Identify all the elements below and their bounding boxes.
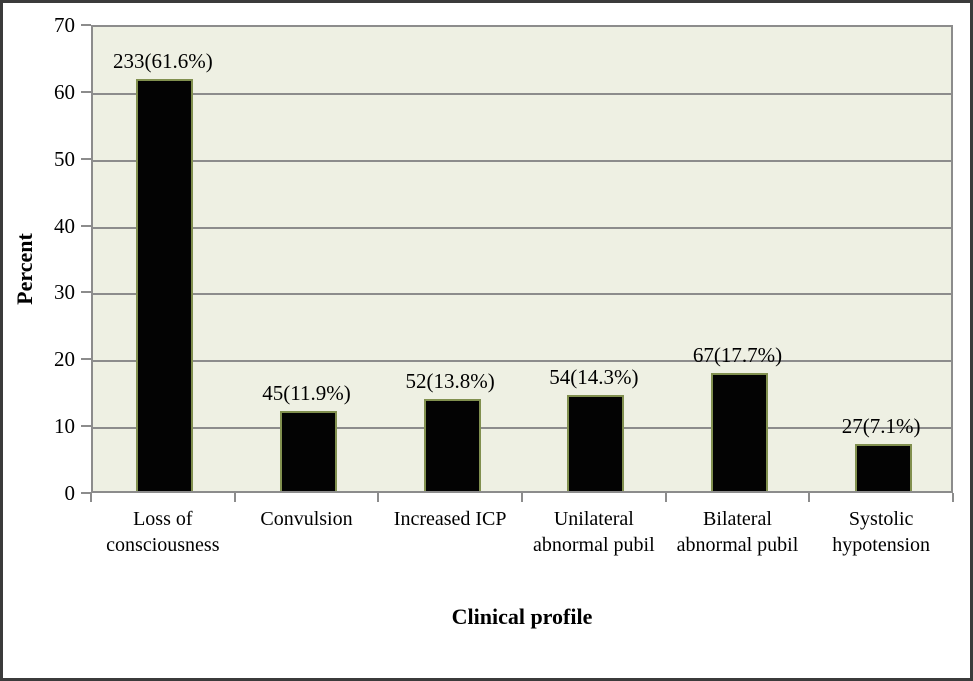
x-category-label: Unilateral abnormal pubil — [533, 508, 655, 556]
x-tick-mark — [808, 493, 810, 502]
bar-4 — [567, 395, 625, 491]
x-tick-mark — [521, 493, 523, 502]
y-tick-mark — [81, 157, 91, 160]
bar-5 — [711, 373, 768, 491]
x-category-label: Convulsion — [260, 508, 353, 530]
bar-2 — [280, 411, 337, 491]
y-tick-mark — [81, 24, 91, 26]
y-tick-label: 60 — [54, 79, 75, 104]
plot-area — [91, 25, 953, 493]
gridline — [93, 226, 951, 229]
y-tick-mark — [81, 291, 91, 294]
bar-value-label: 54(14.3%) — [549, 365, 639, 390]
x-tick-mark — [377, 493, 379, 502]
y-tick-label: 20 — [54, 347, 75, 372]
x-tick-mark — [952, 493, 954, 502]
y-tick-label: 0 — [64, 481, 76, 505]
y-tick-mark — [81, 492, 91, 494]
bar-3 — [423, 399, 481, 491]
y-tick-mark — [81, 224, 91, 227]
x-category-label: Systolic hypotension — [832, 508, 931, 556]
x-axis-title: Clinical profile — [451, 604, 593, 629]
x-category-label: Bilateral abnormal pubil — [676, 508, 799, 556]
x-category-label: Loss of consciousness — [106, 508, 220, 556]
gridline — [93, 360, 951, 363]
y-tick-label: 50 — [54, 146, 75, 171]
bar-6 — [854, 444, 912, 491]
gridline — [93, 92, 951, 95]
bar-value-label: 67(17.7%) — [692, 342, 783, 367]
bar-value-label: 45(11.9%) — [262, 381, 351, 406]
gridline — [93, 293, 951, 296]
bar-1 — [136, 79, 194, 491]
y-tick-mark — [81, 425, 91, 428]
x-tick-mark — [90, 493, 92, 502]
bar-value-label: 233(61.6%) — [112, 49, 213, 74]
bar-value-label: 52(13.8%) — [405, 368, 495, 393]
x-category-label: Increased ICP — [393, 508, 507, 530]
y-tick-label: 70 — [54, 13, 75, 37]
y-tick-mark — [81, 90, 91, 93]
gridline — [93, 159, 951, 162]
y-tick-label: 30 — [54, 280, 75, 305]
y-tick-label: 40 — [54, 213, 75, 238]
x-tick-mark — [665, 493, 667, 502]
bar-value-label: 27(7.1%) — [841, 413, 921, 438]
x-tick-mark — [234, 493, 236, 502]
y-tick-label: 10 — [54, 414, 75, 439]
gridline — [93, 427, 951, 430]
y-tick-mark — [81, 358, 91, 361]
